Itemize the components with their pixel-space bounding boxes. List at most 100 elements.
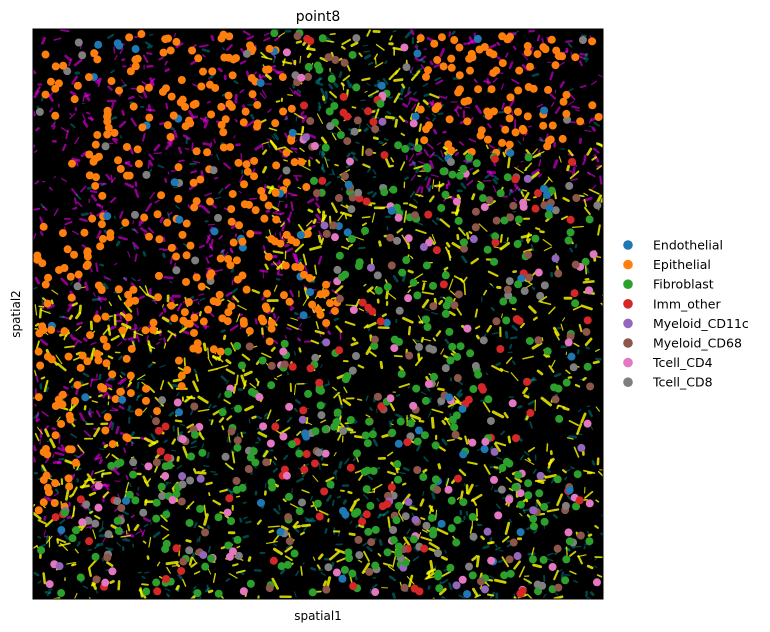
cell-point-tcell-cd8: [311, 353, 320, 362]
magenta-stain-fiber: [88, 411, 95, 416]
yellow-stain-fiber: [597, 470, 603, 478]
yellow-stain-fiber: [437, 463, 442, 470]
cell-point-fibroblast: [540, 502, 549, 511]
yellow-stain-fiber: [205, 285, 211, 290]
cyan-stain-fiber: [406, 144, 411, 148]
cell-point-tcell-cd8: [593, 201, 602, 210]
cell-point-fibroblast: [469, 385, 478, 394]
magenta-stain-fiber: [423, 148, 430, 157]
cyan-stain-fiber: [33, 413, 40, 420]
cyan-stain-fiber: [275, 277, 281, 281]
cell-point-epithelial: [174, 356, 183, 365]
yellow-stain-fiber: [510, 372, 519, 382]
cell-point-tcell-cd4: [390, 344, 399, 353]
yellow-stain-fiber: [551, 359, 556, 368]
cyan-stain-fiber: [59, 518, 66, 525]
cyan-stain-fiber: [411, 160, 417, 167]
magenta-stain-fiber: [209, 238, 214, 249]
cyan-stain-fiber: [388, 575, 397, 582]
magenta-stain-fiber: [565, 40, 573, 43]
yellow-stain-fiber: [417, 353, 421, 361]
cell-point-fibroblast: [310, 176, 319, 185]
yellow-stain-fiber: [73, 592, 78, 599]
cell-point-imm-other: [306, 364, 315, 373]
yellow-stain-fiber: [217, 355, 222, 361]
cell-point-myeloid-cd68: [371, 125, 380, 134]
cyan-stain-fiber: [444, 338, 450, 345]
cell-point-epithelial: [103, 413, 112, 422]
cell-point-epithelial: [431, 105, 440, 114]
yellow-stain-fiber: [249, 382, 257, 389]
cell-point-myeloid-cd68: [354, 535, 363, 544]
yellow-stain-fiber: [439, 570, 452, 578]
cell-point-tcell-cd8: [142, 170, 151, 179]
cell-point-epithelial: [93, 314, 102, 323]
cyan-stain-fiber: [93, 544, 99, 550]
cell-point-epithelial: [422, 72, 431, 81]
cell-point-epithelial: [476, 131, 485, 140]
magenta-stain-fiber: [114, 313, 121, 317]
cell-point-fibroblast: [511, 483, 520, 492]
cell-point-imm-other: [177, 566, 186, 575]
yellow-stain-fiber: [193, 570, 201, 575]
magenta-stain-fiber: [272, 312, 277, 319]
cyan-stain-fiber: [242, 229, 245, 233]
cell-point-fibroblast: [390, 335, 399, 344]
cell-point-myeloid-cd68: [370, 335, 379, 344]
magenta-stain-fiber: [68, 58, 73, 67]
yellow-stain-fiber: [336, 557, 346, 563]
yellow-stain-fiber: [273, 534, 280, 543]
magenta-stain-fiber: [76, 452, 85, 459]
cell-point-epithelial: [227, 302, 236, 311]
cyan-stain-fiber: [532, 468, 537, 474]
yellow-stain-fiber: [431, 234, 437, 244]
cell-point-epithelial: [259, 317, 268, 326]
cell-point-epithelial: [206, 197, 215, 206]
cyan-stain-fiber: [350, 151, 356, 156]
cell-point-fibroblast: [393, 460, 402, 469]
magenta-stain-fiber: [234, 118, 238, 123]
yellow-stain-fiber: [270, 346, 276, 352]
magenta-stain-fiber: [292, 252, 299, 263]
cell-point-myeloid-cd68: [485, 196, 494, 205]
cell-point-imm-other: [432, 246, 441, 255]
cell-point-epithelial: [141, 396, 150, 405]
magenta-stain-fiber: [52, 124, 56, 130]
cell-point-epithelial: [122, 354, 131, 363]
cell-point-imm-other: [566, 215, 575, 224]
magenta-stain-fiber: [35, 411, 40, 422]
yellow-stain-fiber: [505, 356, 513, 364]
magenta-stain-fiber: [137, 326, 142, 332]
yellow-stain-fiber: [390, 423, 394, 426]
cell-point-epithelial: [159, 48, 168, 57]
yellow-stain-fiber: [358, 52, 363, 58]
magenta-stain-fiber: [245, 70, 250, 78]
cell-point-imm-other: [225, 494, 234, 503]
cyan-stain-fiber: [272, 460, 277, 466]
cell-point-epithelial: [51, 62, 60, 71]
magenta-stain-fiber: [137, 295, 145, 300]
cyan-stain-fiber: [531, 286, 536, 291]
cyan-stain-fiber: [431, 492, 436, 500]
cell-point-tcell-cd4: [94, 481, 103, 490]
legend-marker: [623, 377, 633, 388]
magenta-stain-fiber: [429, 151, 436, 159]
cell-point-epithelial: [125, 298, 134, 307]
yellow-stain-fiber: [335, 325, 343, 333]
cell-point-fibroblast: [347, 234, 356, 243]
yellow-stain-fiber: [42, 572, 47, 585]
yellow-stain-fiber: [421, 299, 430, 309]
cell-point-epithelial: [191, 99, 200, 108]
cell-point-tcell-cd4: [505, 495, 514, 504]
cyan-stain-fiber: [409, 191, 416, 198]
magenta-stain-fiber: [118, 120, 127, 128]
cyan-stain-fiber: [220, 249, 225, 258]
yellow-stain-fiber: [532, 316, 538, 321]
cyan-stain-fiber: [353, 419, 358, 423]
cyan-stain-fiber: [102, 282, 109, 290]
cell-point-fibroblast: [330, 101, 339, 110]
yellow-stain-fiber: [34, 370, 37, 377]
cyan-stain-fiber: [242, 501, 247, 504]
cell-point-fibroblast: [500, 571, 509, 580]
yellow-stain-fiber: [207, 589, 214, 594]
